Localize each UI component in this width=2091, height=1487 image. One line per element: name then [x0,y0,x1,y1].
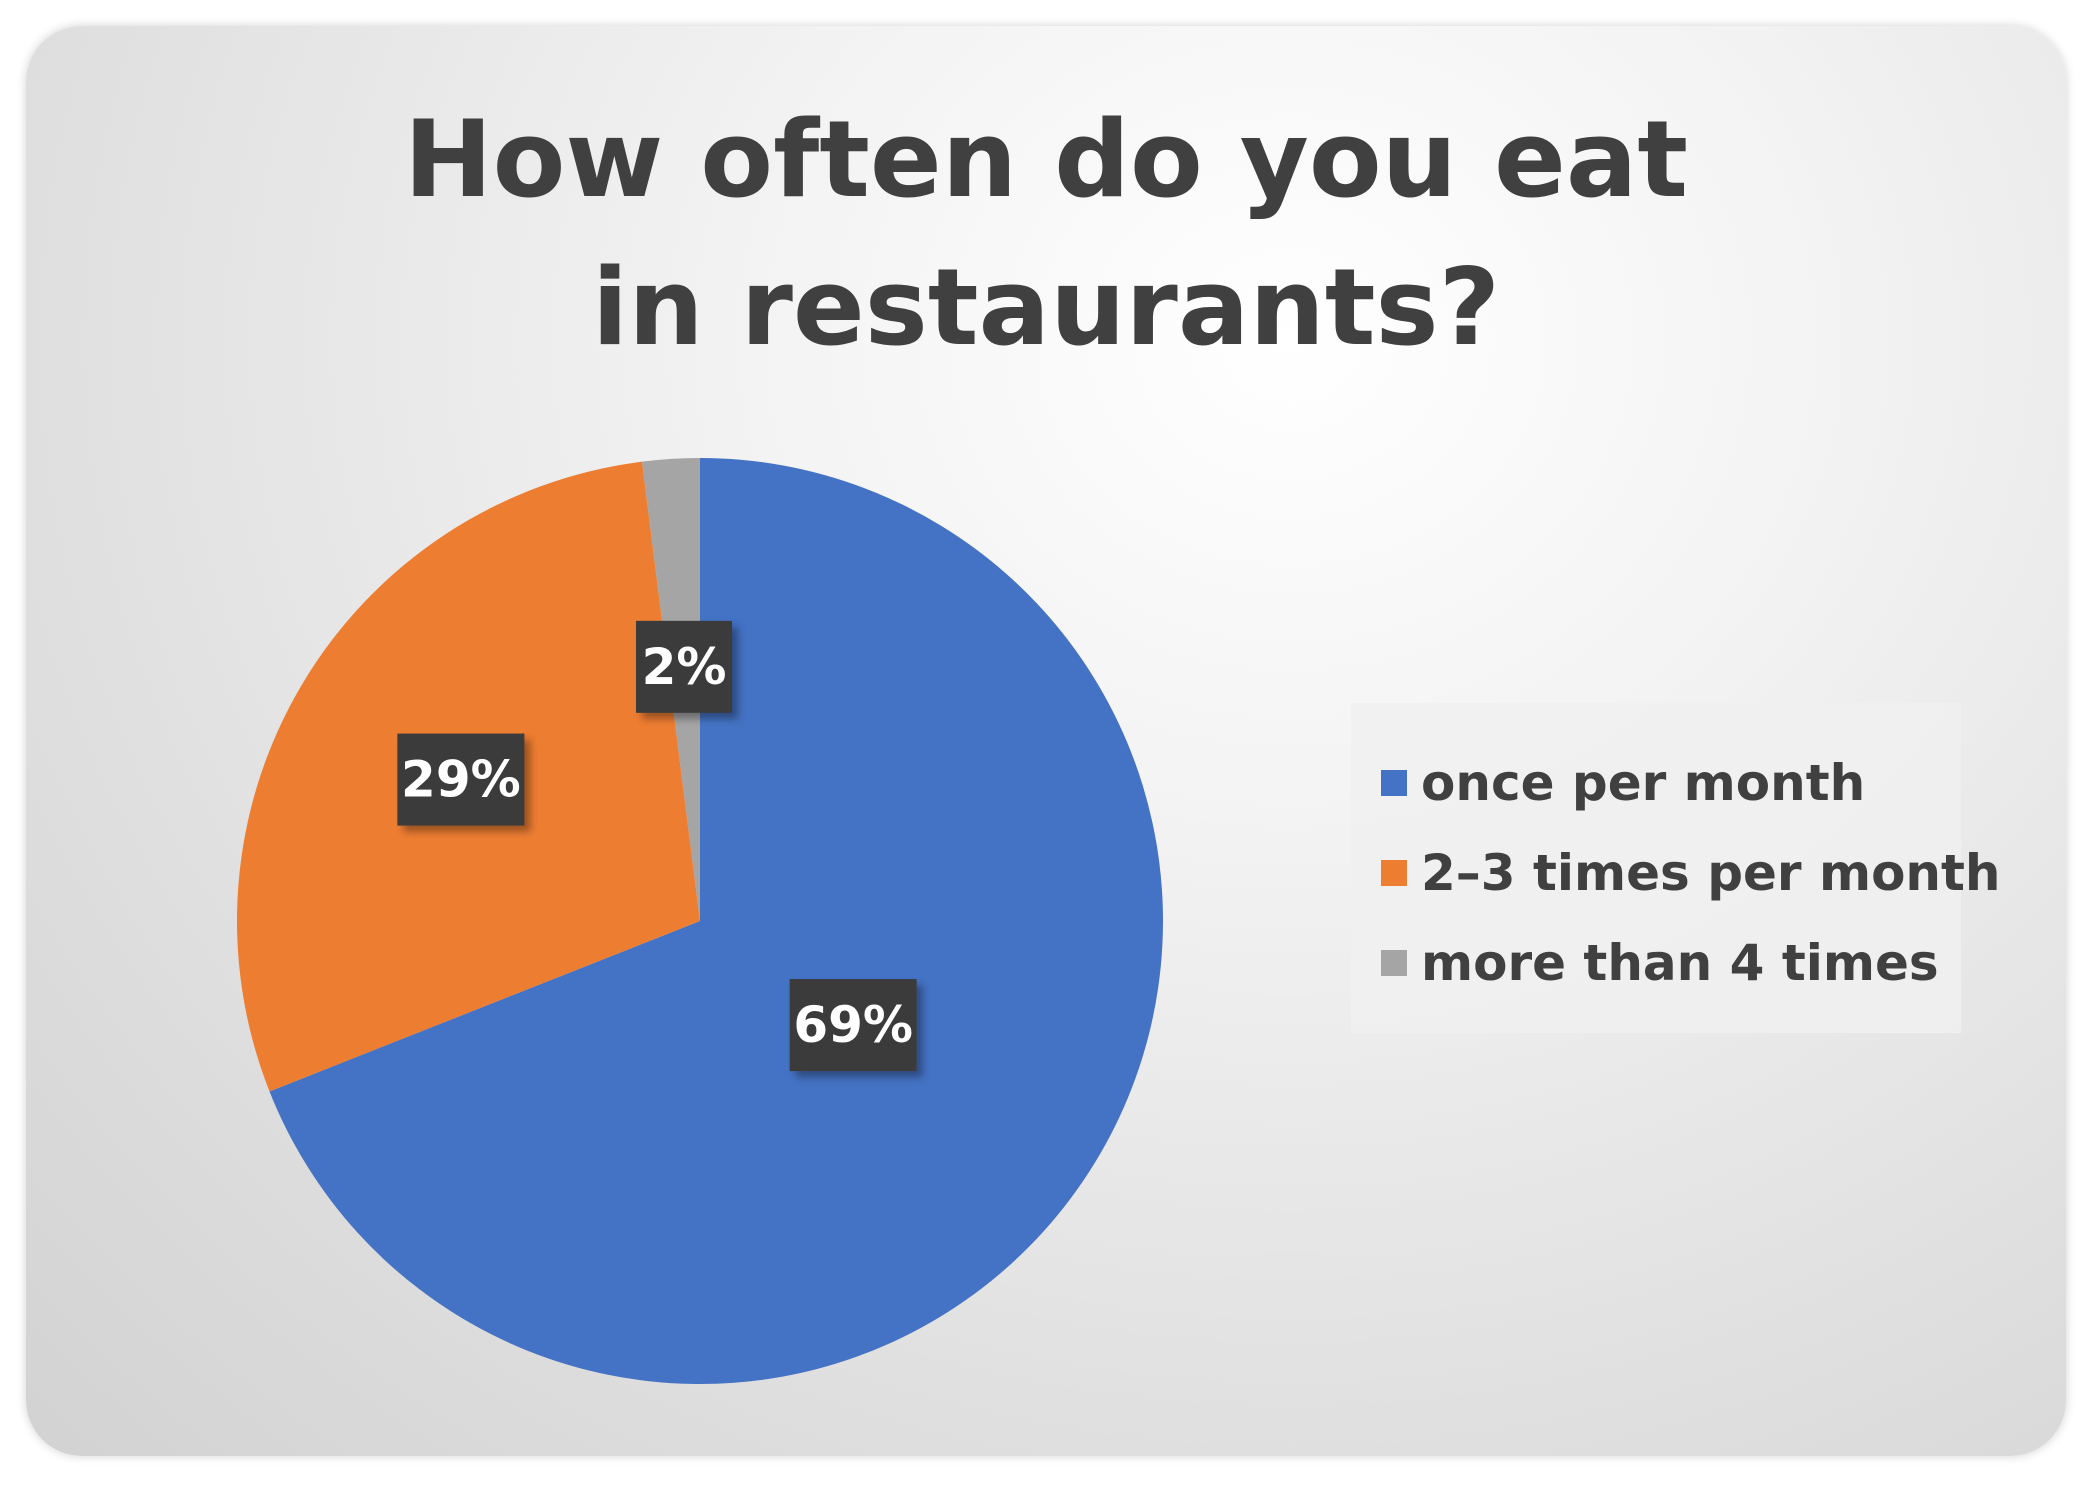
legend-swatch [1381,860,1407,886]
legend-item-more-than-4: more than 4 times [1381,933,1939,993]
data-label-2: 2% [636,620,733,713]
data-label-1: 29% [397,733,525,826]
pie-chart: 69% 29% 2% [236,458,1163,1385]
legend-swatch [1381,950,1407,976]
data-label-box [636,620,733,713]
data-label-box [789,979,917,1072]
legend-swatch [1381,770,1407,796]
legend-item-2-3-times: 2–3 times per month [1381,843,2001,903]
data-label-text: 69% [793,996,913,1054]
legend-label: more than 4 times [1421,934,1939,992]
data-label-box [397,733,525,826]
legend-label: once per month [1421,754,1866,812]
data-label-text: 29% [401,751,521,809]
legend-item-once-per-month: once per month [1381,753,1865,813]
chart-title: How often do you eat in restaurants? [403,98,1689,369]
data-label-text: 2% [642,638,727,696]
chart-legend: once per month 2–3 times per month more … [1351,703,2001,1033]
legend-label: 2–3 times per month [1421,844,2001,902]
pie-slice-0 [269,458,1163,1385]
data-label-0: 69% [789,979,917,1072]
chart-card: How often do you eat in restaurants? 69%… [26,26,2066,1456]
